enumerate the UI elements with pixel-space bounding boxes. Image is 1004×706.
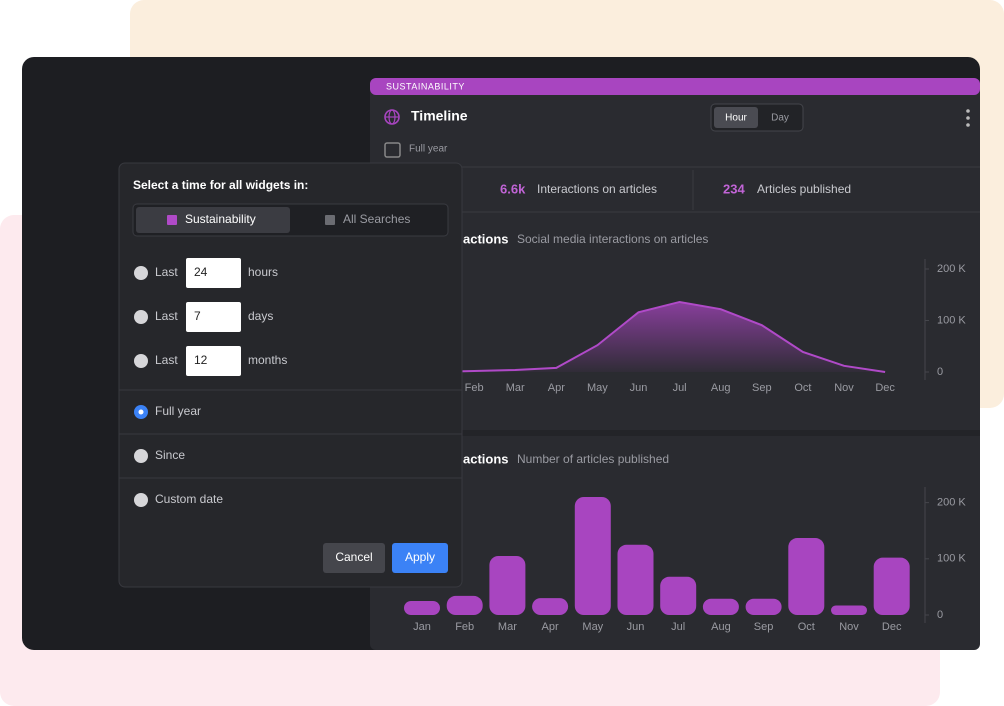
stat-label: Interactions on articles [537,182,657,196]
popup-title: Select a time for all widgets in: [133,178,308,192]
y-tick-label: 0 [937,609,943,621]
menu-dots[interactable] [966,123,970,127]
option-label[interactable]: Since [155,448,185,462]
bar [574,497,611,615]
x-tick-label: Jun [630,382,648,394]
x-tick-label: Mar [498,621,517,633]
number-input[interactable] [186,346,241,376]
bar [702,598,739,615]
x-tick-label: Jul [673,382,687,394]
chart: 0 100 K 200 K Jan Feb Mar Apr May Jun Jul Aug Sep Oc… [404,487,966,633]
row-prefix: Last [155,265,178,279]
x-tick-label: Aug [711,621,731,633]
radio[interactable] [134,266,148,280]
x-tick-label: Nov [834,382,854,394]
chart-subtitle: Social media interactions on articles [517,232,708,246]
stat-value: 234 [723,181,745,196]
y-tick-label: 200 K [937,263,966,275]
x-tick-label: Oct [794,382,811,394]
radio[interactable] [134,449,148,463]
radio-dot [138,409,144,415]
radio[interactable] [134,493,148,507]
toggle-option[interactable]: Day [771,113,789,124]
x-tick-label: Feb [455,621,474,633]
x-tick-label: Feb [465,382,484,394]
area [433,301,886,372]
chart-title: actions [463,231,509,246]
row-prefix: Last [155,353,178,367]
x-tick-label: Aug [711,382,731,394]
x-tick-label: May [582,621,603,633]
x-tick-label: Mar [506,382,525,394]
bar [831,605,867,615]
tab-active[interactable] [136,207,290,233]
line [432,300,886,373]
x-tick-label: Apr [548,382,565,394]
input-value[interactable]: 24 [194,265,208,279]
stat-value: 6.6k [500,181,526,196]
row-unit: months [248,353,287,367]
period-label: Full year [409,144,448,155]
radio[interactable] [134,310,148,324]
input-value[interactable]: 7 [194,309,201,323]
cancel-button[interactable] [323,543,385,573]
time-popup: Select a time for all widgets in: Sustai… [118,162,463,588]
stat-label: Articles published [757,182,851,196]
x-tick-label: Apr [542,621,559,633]
widget-title: Timeline [411,108,468,124]
toggle-option[interactable]: Hour [725,113,747,124]
row-prefix: Last [155,309,178,323]
chart-subtitle: Number of articles published [517,452,669,466]
y-tick-label: 0 [937,366,943,378]
tab-swatch [167,215,177,225]
number-input[interactable] [186,258,241,288]
option-label[interactable]: Custom date [155,492,223,506]
tab-label[interactable]: Sustainability [185,212,256,226]
section-gap [370,430,980,436]
x-tick-label: Jul [671,621,685,633]
y-tick-label: 200 K [937,497,966,509]
row-unit: days [248,309,273,323]
x-tick-label: Oct [798,621,815,633]
option-label[interactable]: Full year [155,404,201,418]
button-label[interactable]: Cancel [335,550,372,564]
x-tick-label: Sep [752,382,772,394]
chart-title: actions [463,451,509,466]
radio[interactable] [134,354,148,368]
input-value[interactable]: 12 [194,353,208,367]
x-tick-label: Dec [875,382,895,394]
menu-dots[interactable] [966,109,970,113]
bar [446,595,483,615]
bar [532,598,569,615]
y-tick-label: 100 K [937,314,966,326]
bar [617,544,654,615]
x-tick-label: Jun [627,621,645,633]
bar [404,600,440,615]
toggle-active[interactable] [714,107,758,128]
button-label[interactable]: Apply [405,550,435,564]
x-tick-label: Nov [839,621,859,633]
widget-tag: SUSTAINABILITY [386,81,465,91]
widget: SUSTAINABILITY Timeline Hour Day Full ye… [370,78,980,650]
x-tick-label: Dec [882,621,902,633]
x-tick-label: May [587,382,608,394]
x-tick-label: Jan [413,621,431,633]
bar [873,557,910,615]
y-tick-label: 100 K [937,553,966,565]
widget-tag-bar [370,78,980,95]
tab-swatch [325,215,335,225]
row-unit: hours [248,265,278,279]
bar [489,556,526,615]
bar [788,538,825,615]
apply-button[interactable] [392,543,448,573]
x-tick-label: Sep [754,621,774,633]
tab-label[interactable]: All Searches [343,212,410,226]
bar [745,598,782,615]
number-input[interactable] [186,302,241,332]
bar [660,576,697,615]
menu-dots[interactable] [966,116,970,120]
calendar-icon [384,142,401,158]
